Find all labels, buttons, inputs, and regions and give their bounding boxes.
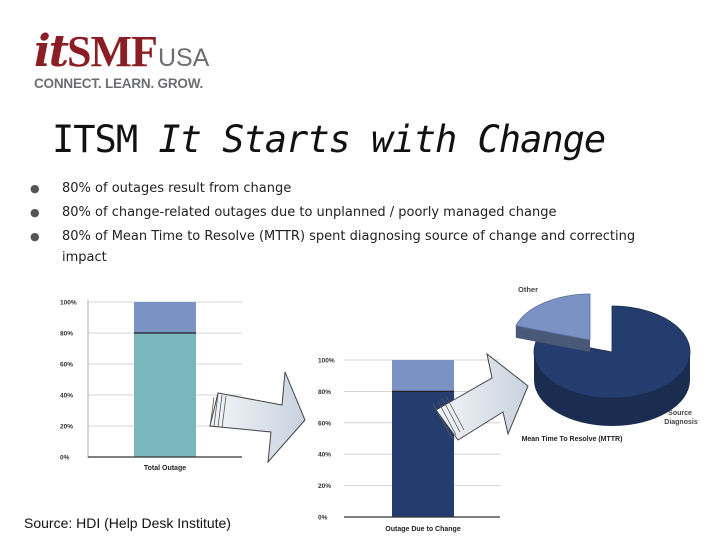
- bullet-dot-icon: ●: [30, 230, 40, 243]
- itsmf-usa-logo: itSMFUSA CONNECT. LEARN. GROW.: [34, 30, 224, 94]
- arrow-right-icon: [209, 371, 306, 464]
- title-normal: ITSM: [52, 118, 159, 161]
- source-citation: Source: HDI (Help Desk Institute): [24, 515, 231, 531]
- bullet-text: 80% of Mean Time to Resolve (MTTR) spent…: [62, 229, 636, 265]
- logo-it: it: [34, 26, 69, 77]
- bullet-list: ● 80% of outages result from change ● 80% …: [30, 178, 670, 271]
- bullet-item: ● 80% of Mean Time to Resolve (MTTR) spen…: [30, 226, 670, 268]
- bar-chart-outage-due-to-change: 100% 80% 60% 40% 20% 0% Outage Due to Change: [318, 358, 500, 533]
- y-tick-label: 60%: [60, 362, 73, 369]
- y-tick-label: 100%: [318, 358, 335, 365]
- logo-usa: USA: [157, 44, 210, 72]
- slide-title: ITSM It Starts with Change: [52, 118, 606, 161]
- logo-wordmark: itSMFUSA: [34, 30, 209, 74]
- arrow-up-right-icon: [432, 352, 529, 441]
- bullet-text: 80% of change-related outages due to unp…: [62, 205, 557, 220]
- bullet-text: 80% of outages result from change: [62, 181, 292, 196]
- chart2-category-label: Outage Due to Change: [385, 526, 461, 533]
- pie-label-source-line1: Source: [668, 410, 692, 417]
- pie-slice-other-depth: [515, 325, 590, 352]
- pie-chart-mttr: Other Source Diagnosis Mean Time To Reso…: [515, 285, 698, 443]
- y-tick-label: 80%: [318, 389, 331, 396]
- bar-segment-upper: [392, 360, 454, 392]
- y-tick-label: 0%: [318, 515, 328, 522]
- y-tick-label: 80%: [60, 331, 73, 338]
- pie-label-other: Other: [518, 285, 538, 294]
- chart1-category-label: Total Outage: [144, 465, 186, 472]
- y-tick-label: 40%: [60, 393, 73, 400]
- bar-segment-lower: [134, 333, 196, 457]
- pie-slice-depth: [534, 352, 690, 426]
- pie-label-source-line2: Diagnosis: [664, 419, 698, 426]
- pie-slice-source-diagnosis: [533, 305, 691, 399]
- y-tick-label: 20%: [60, 424, 73, 431]
- y-tick-label: 100%: [60, 300, 77, 307]
- logo-smf: SMF: [67, 27, 158, 76]
- pie-title: Mean Time To Resolve (MTTR): [522, 436, 623, 443]
- bullet-item: ● 80% of change-related outages due to un…: [30, 202, 670, 223]
- title-italic: It Starts with Change: [158, 118, 606, 161]
- bullet-item: ● 80% of outages result from change: [30, 178, 670, 199]
- y-tick-label: 60%: [318, 420, 331, 427]
- bar-chart-total-outage: 100% 80% 60% 40% 20% 0% Total Outage: [60, 300, 242, 472]
- bullet-dot-icon: ●: [30, 182, 40, 195]
- pie-label-source: Source Diagnosis: [664, 410, 698, 426]
- logo-tagline: CONNECT. LEARN. GROW.: [34, 76, 204, 91]
- pie-slice-other: [515, 293, 591, 341]
- y-tick-label: 0%: [60, 455, 70, 462]
- bar-segment-upper: [134, 302, 196, 333]
- y-tick-label: 20%: [318, 483, 331, 490]
- bullet-dot-icon: ●: [30, 206, 40, 219]
- y-tick-label: 40%: [318, 452, 331, 459]
